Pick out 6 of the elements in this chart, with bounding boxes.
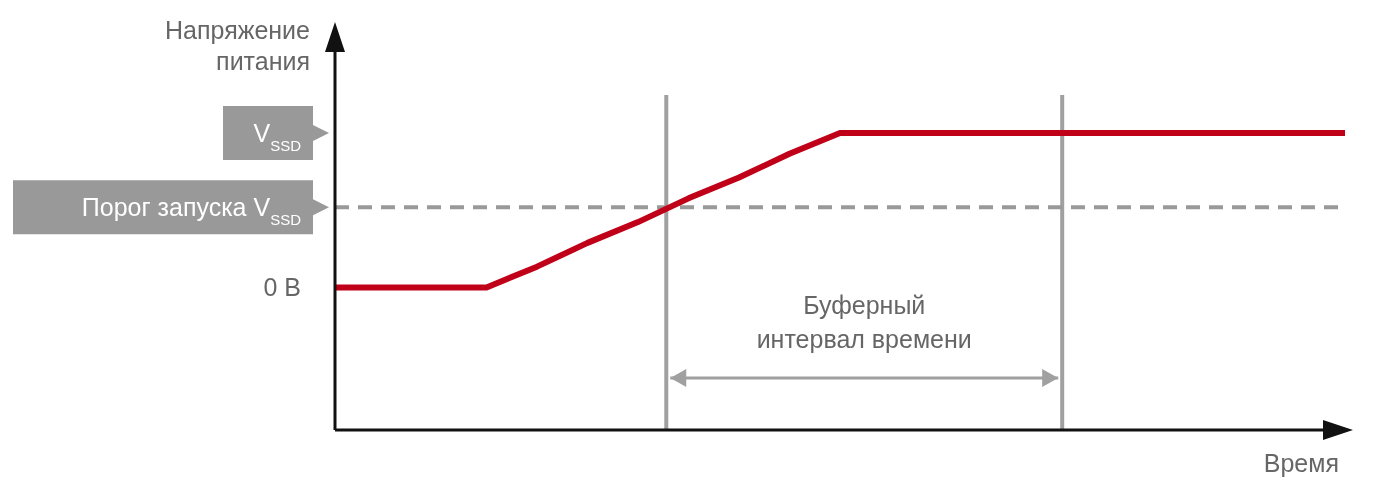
y-axis-title: Напряжение питания xyxy=(165,16,310,75)
annotation: Буферный интервал времени xyxy=(756,291,972,353)
text: V$_{SSD}$ xyxy=(253,119,302,154)
text: 0 В xyxy=(263,273,301,302)
x-axis-title: Время xyxy=(1263,449,1339,477)
ref-line-label: Порог запуска V$_{SSD}$ xyxy=(81,193,302,228)
